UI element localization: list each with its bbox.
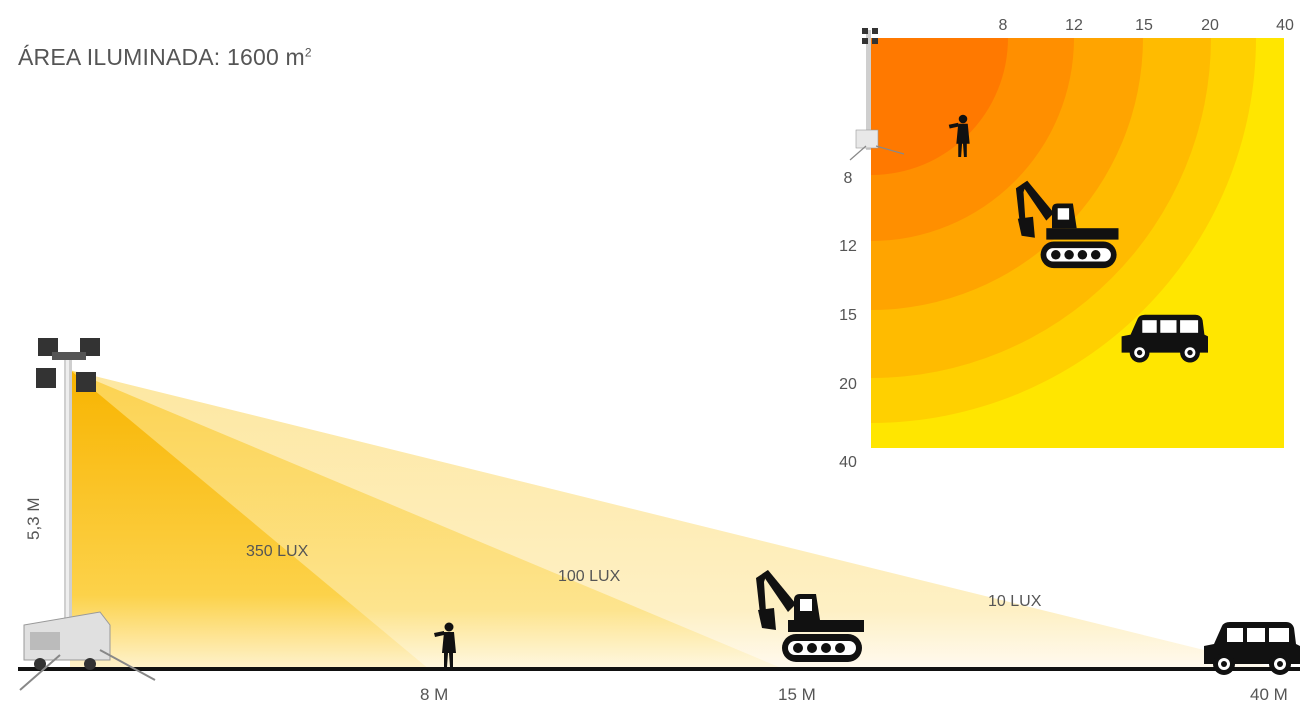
- x-tick-3: 20: [1201, 17, 1219, 34]
- height-label: 5,3 M: [24, 497, 43, 540]
- light-tower-icon: [849, 28, 905, 161]
- x-tick-0: 8: [999, 17, 1008, 34]
- distance-label-8: 8 M: [420, 685, 448, 704]
- y-tick-0: 8: [844, 170, 853, 187]
- top-view-plan: [871, 38, 1284, 448]
- lux-label-10: 10 LUX: [988, 593, 1042, 610]
- distance-label-15: 15 M: [778, 685, 816, 704]
- diagram-title: ÁREA ILUMINADA: 1600 m2: [18, 44, 312, 71]
- lux-label-350: 350 LUX: [246, 543, 309, 560]
- x-tick-4: 40: [1276, 17, 1294, 34]
- y-tick-3: 20: [839, 376, 857, 393]
- distance-label-40: 40 M: [1250, 685, 1288, 704]
- title-text: ÁREA ILUMINADA: 1600 m: [18, 44, 305, 70]
- ring-inner: [871, 38, 1008, 175]
- light-tower-icon: [19, 338, 156, 691]
- title-superscript: 2: [304, 45, 312, 60]
- x-tick-1: 12: [1065, 17, 1083, 34]
- lux-label-100: 100 LUX: [558, 568, 621, 585]
- top-view: 8 12 15 20 40 8 12 15 20 40: [839, 17, 1294, 471]
- y-tick-1: 12: [839, 238, 857, 255]
- zone-350-lux: [70, 370, 430, 670]
- y-tick-4: 40: [839, 454, 857, 471]
- side-view: 5,3 M 350 LUX 100 LUX 10 LUX 8 M 15 M 40…: [18, 338, 1300, 704]
- ground-line: [18, 667, 1300, 671]
- y-tick-2: 15: [839, 307, 857, 324]
- x-tick-2: 15: [1135, 17, 1153, 34]
